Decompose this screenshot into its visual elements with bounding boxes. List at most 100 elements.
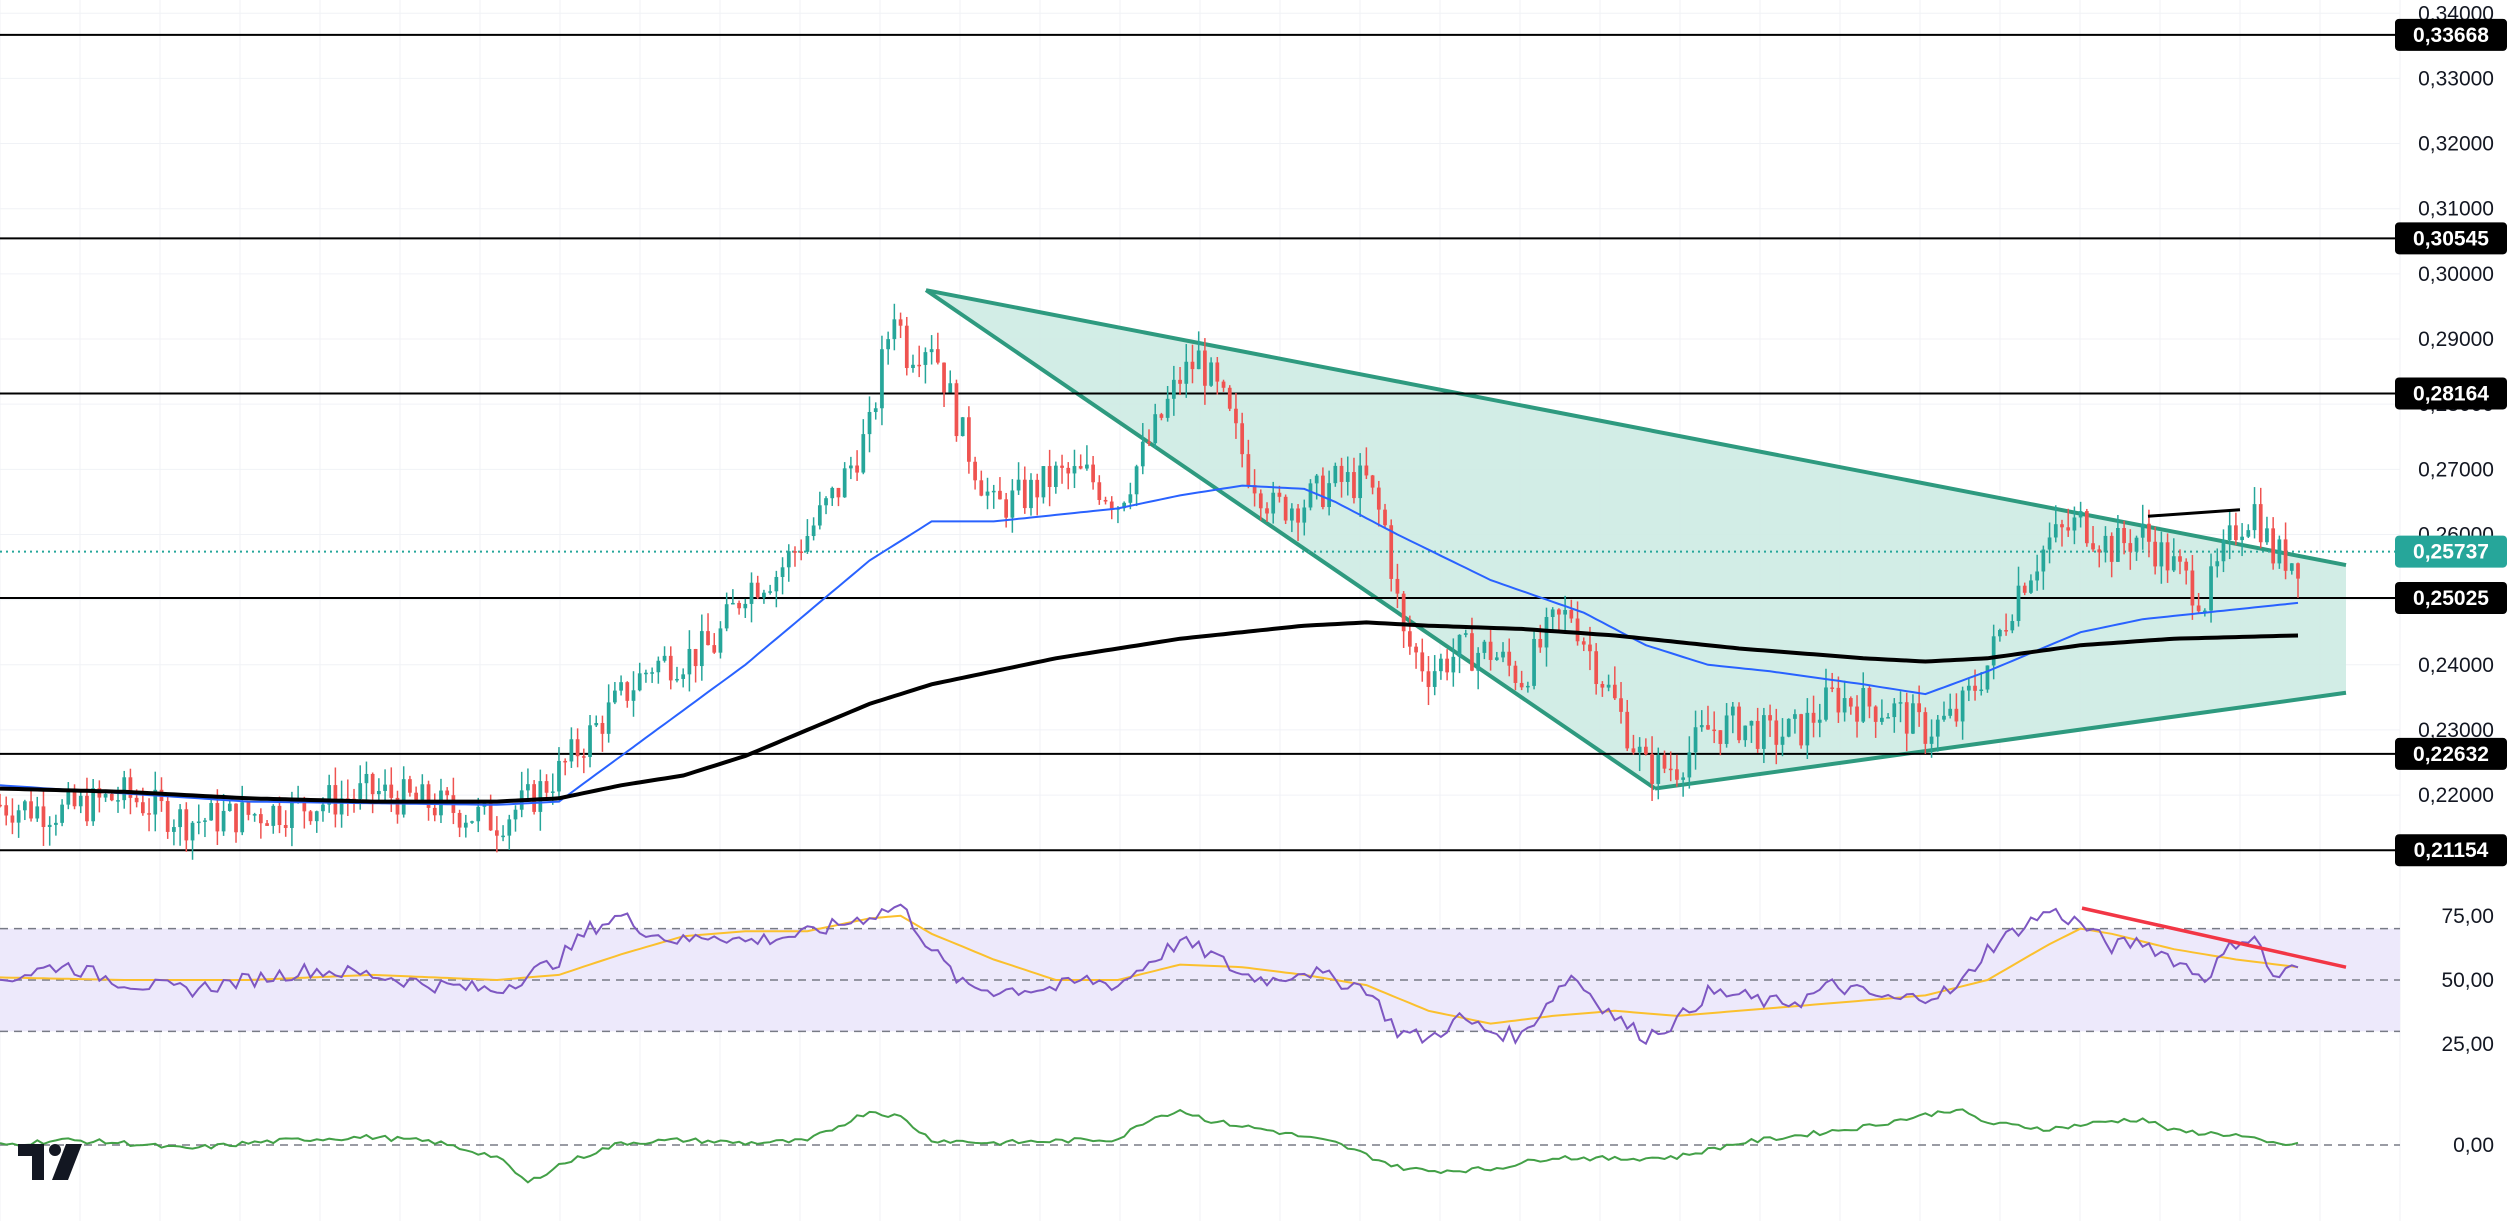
candle[interactable]	[2109, 535, 2114, 562]
candle[interactable]	[2103, 535, 2108, 553]
candle[interactable]	[2215, 561, 2220, 567]
candle[interactable]	[426, 784, 431, 808]
candle[interactable]	[78, 795, 83, 807]
candle[interactable]	[1203, 350, 1207, 386]
candle[interactable]	[1494, 657, 1499, 660]
candle[interactable]	[2221, 539, 2226, 562]
candle[interactable]	[681, 674, 686, 679]
lower-trendline[interactable]	[1654, 690, 2347, 791]
candle[interactable]	[644, 672, 648, 675]
candle[interactable]	[215, 803, 220, 832]
candle[interactable]	[1066, 467, 1071, 474]
candle[interactable]	[4, 805, 9, 816]
candle[interactable]	[1612, 684, 1617, 699]
candle[interactable]	[774, 576, 779, 592]
candle[interactable]	[1979, 689, 1984, 692]
candle[interactable]	[16, 810, 21, 823]
candle[interactable]	[1588, 644, 1592, 652]
candle[interactable]	[1234, 408, 1238, 424]
candle[interactable]	[1904, 702, 1909, 734]
candle[interactable]	[1960, 690, 1965, 722]
candle[interactable]	[165, 801, 170, 832]
candle[interactable]	[60, 804, 64, 823]
candle[interactable]	[1557, 609, 1561, 615]
candle[interactable]	[470, 821, 474, 823]
candle[interactable]	[2246, 530, 2251, 537]
candle[interactable]	[2277, 539, 2282, 564]
candle[interactable]	[1221, 381, 1226, 388]
candle[interactable]	[1432, 671, 1437, 687]
candle[interactable]	[1606, 684, 1611, 688]
candle[interactable]	[1047, 466, 1052, 487]
candle[interactable]	[1855, 706, 1859, 722]
candle[interactable]	[967, 417, 971, 462]
candle[interactable]	[1532, 638, 1536, 686]
candle[interactable]	[675, 678, 679, 681]
candle[interactable]	[1370, 475, 1375, 488]
candle[interactable]	[1109, 501, 1114, 510]
candle[interactable]	[408, 779, 412, 793]
candle[interactable]	[1644, 746, 1648, 755]
candle[interactable]	[2066, 527, 2071, 531]
candle[interactable]	[575, 739, 580, 757]
candle[interactable]	[457, 812, 462, 828]
candle[interactable]	[594, 723, 599, 726]
candle[interactable]	[1861, 687, 1866, 722]
candle[interactable]	[153, 789, 158, 815]
candle[interactable]	[706, 631, 710, 646]
candle[interactable]	[917, 364, 922, 367]
candle[interactable]	[973, 461, 977, 481]
candle[interactable]	[1768, 715, 1772, 721]
candle[interactable]	[277, 805, 282, 826]
candle[interactable]	[2234, 525, 2238, 541]
candle[interactable]	[1743, 725, 1748, 741]
candle[interactable]	[1668, 768, 1673, 771]
candle[interactable]	[507, 819, 512, 836]
candle[interactable]	[1830, 687, 1835, 689]
candle[interactable]	[47, 824, 52, 827]
candle[interactable]	[1525, 685, 1530, 688]
rsi-trendline[interactable]	[2081, 906, 2347, 969]
candle[interactable]	[2196, 605, 2201, 612]
candle[interactable]	[1594, 651, 1599, 685]
candle[interactable]	[2047, 537, 2052, 550]
candle[interactable]	[1029, 479, 1033, 509]
candle[interactable]	[1482, 641, 1487, 653]
candle[interactable]	[2258, 504, 2263, 543]
candle[interactable]	[178, 809, 182, 828]
candle[interactable]	[2122, 528, 2126, 544]
candle[interactable]	[1439, 658, 1443, 672]
candle[interactable]	[923, 352, 928, 365]
candle[interactable]	[1445, 658, 1449, 673]
candle[interactable]	[1867, 687, 1872, 707]
candle[interactable]	[1501, 651, 1505, 658]
candle[interactable]	[668, 655, 673, 681]
candle[interactable]	[370, 773, 375, 795]
candle[interactable]	[476, 806, 481, 822]
candle[interactable]	[2029, 580, 2033, 593]
candle[interactable]	[1128, 494, 1133, 503]
candle[interactable]	[383, 784, 387, 791]
candle[interactable]	[1072, 466, 1077, 474]
candle[interactable]	[2271, 528, 2276, 564]
candle[interactable]	[1575, 618, 1580, 642]
candle[interactable]	[1389, 525, 1394, 579]
candle[interactable]	[103, 793, 108, 798]
candle[interactable]	[488, 802, 493, 831]
resistance-segment[interactable]	[2147, 508, 2241, 518]
candle[interactable]	[1333, 465, 1338, 484]
candle[interactable]	[147, 813, 151, 815]
candle[interactable]	[501, 835, 505, 838]
candle[interactable]	[1836, 687, 1841, 713]
candle[interactable]	[203, 820, 207, 822]
candle[interactable]	[948, 383, 953, 393]
candle[interactable]	[1103, 499, 1108, 502]
candle[interactable]	[327, 785, 332, 805]
candle[interactable]	[861, 434, 866, 473]
candle[interactable]	[1631, 748, 1636, 753]
candle[interactable]	[2041, 549, 2046, 572]
candle[interactable]	[495, 830, 499, 836]
candle[interactable]	[271, 805, 276, 826]
candle[interactable]	[234, 803, 238, 833]
candle[interactable]	[1637, 746, 1642, 753]
